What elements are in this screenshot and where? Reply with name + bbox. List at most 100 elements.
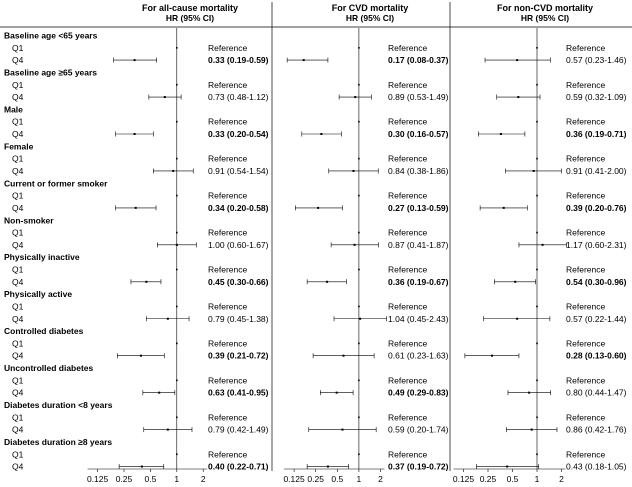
reference-point	[536, 83, 538, 86]
reference-point	[358, 268, 360, 271]
x-tick-label: 2	[201, 474, 206, 484]
reference-point	[536, 194, 538, 197]
quartile-label-q4: Q4	[12, 240, 24, 250]
panel-subtitle: HR (95% CI)	[521, 13, 569, 23]
reference-label: Reference	[388, 43, 427, 53]
reference-label: Reference	[388, 228, 427, 238]
reference-point	[358, 47, 360, 49]
point-estimate	[326, 465, 329, 468]
point-estimate	[359, 317, 362, 320]
panel-subtitle: HR (95% CI)	[166, 13, 214, 23]
hr-estimate-text: 0.45 (0.30-0.66)	[208, 277, 269, 287]
reference-label: Reference	[388, 301, 427, 311]
hr-estimate-text: 0.73 (0.48-1.12)	[208, 92, 269, 102]
point-estimate	[499, 133, 502, 135]
point-estimate	[342, 354, 345, 357]
x-tick-label: 0.5	[144, 474, 156, 484]
point-estimate	[541, 243, 544, 246]
quartile-label-q4: Q4	[12, 314, 24, 324]
quartile-label-q4: Q4	[12, 166, 24, 176]
reference-point	[536, 120, 538, 123]
panel-title: For all-cause mortality	[142, 3, 238, 13]
reference-point	[358, 83, 360, 86]
reference-point	[536, 342, 538, 345]
hr-estimate-text: 1.17 (0.60-2.31)	[566, 240, 627, 250]
reference-label: Reference	[566, 338, 605, 348]
point-estimate	[352, 169, 355, 172]
reference-label: Reference	[566, 80, 605, 90]
point-estimate	[516, 59, 519, 62]
reference-label: Reference	[388, 117, 427, 127]
hr-estimate-text: 0.79 (0.45-1.38)	[208, 314, 269, 324]
reference-point	[536, 453, 538, 456]
point-estimate	[163, 96, 166, 99]
reference-point	[358, 231, 360, 234]
reference-label: Reference	[208, 43, 247, 53]
reference-label: Reference	[208, 301, 247, 311]
hr-estimate-text: 1.04 (0.45-2.43)	[388, 314, 449, 324]
point-estimate	[172, 169, 175, 172]
point-estimate	[133, 133, 136, 135]
quartile-label-q4: Q4	[12, 425, 24, 435]
reference-label: Reference	[566, 375, 605, 385]
reference-label: Reference	[388, 449, 427, 459]
point-estimate	[516, 317, 519, 320]
point-estimate	[502, 206, 505, 209]
hr-estimate-text: 0.79 (0.42-1.49)	[208, 425, 269, 435]
hr-estimate-text: 0.89 (0.53-1.49)	[388, 92, 449, 102]
point-estimate	[166, 317, 169, 320]
reference-point	[176, 120, 178, 123]
reference-label: Reference	[388, 412, 427, 422]
reference-label: Reference	[566, 191, 605, 201]
quartile-label-q1: Q1	[12, 228, 24, 238]
hr-estimate-text: 0.34 (0.20-0.58)	[208, 203, 269, 213]
reference-label: Reference	[208, 265, 247, 275]
reference-point	[536, 47, 538, 49]
quartile-label-q1: Q1	[12, 117, 24, 127]
reference-point	[536, 416, 538, 419]
reference-label: Reference	[566, 154, 605, 164]
quartile-label-q4: Q4	[12, 462, 24, 472]
hr-estimate-text: 0.59 (0.32-1.09)	[566, 92, 627, 102]
reference-label: Reference	[208, 338, 247, 348]
quartile-label-q1: Q1	[12, 43, 24, 53]
quartile-label-q4: Q4	[12, 203, 24, 213]
reference-point	[176, 379, 178, 382]
reference-point	[358, 416, 360, 419]
point-estimate	[530, 428, 533, 431]
subgroup-label: Female	[4, 141, 34, 151]
hr-estimate-text: 0.39 (0.21-0.72)	[208, 351, 269, 361]
x-tick-label: 0.5	[331, 474, 343, 484]
reference-label: Reference	[208, 412, 247, 422]
hr-estimate-text: 0.36 (0.19-0.71)	[566, 129, 627, 139]
reference-label: Reference	[566, 265, 605, 275]
quartile-label-q4: Q4	[12, 92, 24, 102]
reference-point	[536, 157, 538, 160]
quartile-label-q4: Q4	[12, 129, 24, 139]
reference-label: Reference	[208, 117, 247, 127]
x-tick-label: 2	[559, 474, 564, 484]
quartile-label-q1: Q1	[12, 338, 24, 348]
quartile-label-q1: Q1	[12, 191, 24, 201]
quartile-label-q4: Q4	[12, 55, 24, 65]
hr-estimate-text: 0.17 (0.08-0.37)	[388, 55, 449, 65]
reference-point	[358, 453, 360, 456]
quartile-label-q1: Q1	[12, 449, 24, 459]
hr-estimate-text: 0.39 (0.20-0.76)	[566, 203, 627, 213]
reference-point	[536, 268, 538, 271]
x-tick-label: 0.25	[307, 474, 324, 484]
point-estimate	[139, 354, 142, 357]
reference-point	[176, 83, 178, 86]
quartile-label-q1: Q1	[12, 375, 24, 385]
point-estimate	[320, 133, 323, 135]
reference-point	[358, 120, 360, 123]
quartile-label-q4: Q4	[12, 351, 24, 361]
point-estimate	[514, 280, 517, 283]
subgroup-label: Uncontrolled diabetes	[4, 363, 94, 373]
reference-point	[536, 379, 538, 382]
point-estimate	[353, 243, 356, 246]
hr-estimate-text: 0.49 (0.29-0.83)	[388, 388, 449, 398]
reference-label: Reference	[566, 228, 605, 238]
hr-estimate-text: 0.54 (0.30-0.96)	[566, 277, 627, 287]
subgroup-label: Baseline age ≥65 years	[4, 67, 97, 77]
